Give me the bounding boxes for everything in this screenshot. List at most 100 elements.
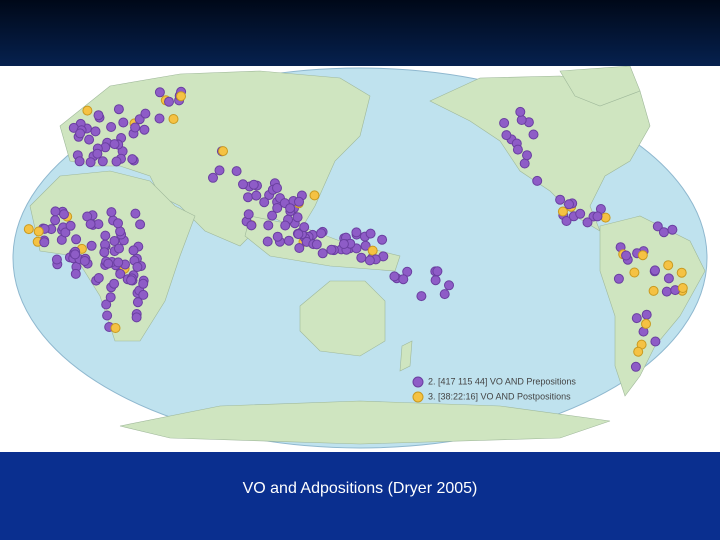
language-point — [93, 110, 104, 121]
language-point — [259, 197, 270, 208]
language-point — [103, 258, 114, 269]
language-point — [140, 108, 151, 119]
language-point — [71, 234, 82, 245]
language-point — [243, 192, 253, 203]
language-point — [33, 226, 44, 237]
language-point — [60, 227, 71, 238]
language-point — [176, 91, 186, 102]
language-point — [398, 274, 409, 285]
world-map: 2. [417 115 44] VO AND Prepositions 3. [… — [12, 66, 708, 449]
antarctica — [119, 400, 611, 445]
language-point — [326, 244, 337, 255]
language-point — [377, 234, 388, 245]
language-point — [130, 122, 141, 133]
language-point — [677, 283, 688, 293]
caption: VO and Adpositions (Dryer 2005) — [242, 480, 478, 497]
language-point — [135, 219, 146, 230]
language-point — [294, 196, 304, 207]
language-point — [115, 268, 126, 279]
language-point — [110, 323, 121, 333]
language-point — [111, 156, 122, 167]
language-point — [292, 212, 303, 223]
language-point — [555, 194, 566, 205]
language-point — [658, 227, 669, 238]
language-point — [251, 190, 262, 201]
language-point — [75, 128, 86, 139]
language-point — [519, 158, 530, 169]
language-point — [316, 228, 327, 239]
language-point — [118, 117, 129, 128]
language-point — [238, 179, 248, 190]
language-point — [317, 248, 328, 259]
language-point — [100, 230, 111, 241]
language-point — [127, 154, 138, 165]
language-point — [650, 336, 661, 347]
language-point — [299, 222, 310, 233]
language-point — [557, 206, 568, 217]
language-point — [499, 118, 510, 128]
greenland — [559, 66, 641, 107]
language-point — [115, 226, 126, 237]
language-point — [106, 207, 117, 218]
language-point — [109, 236, 120, 246]
language-point — [97, 156, 108, 167]
language-point — [652, 221, 663, 232]
australia — [299, 280, 386, 357]
language-point — [621, 250, 632, 261]
language-point — [564, 199, 574, 210]
language-point — [154, 87, 165, 98]
legend-label: 2. [417 115 44] VO AND Prepositions — [428, 376, 576, 386]
language-point — [515, 106, 526, 117]
language-point — [272, 231, 283, 242]
language-point — [522, 150, 532, 161]
language-point — [138, 289, 149, 300]
language-point — [39, 237, 50, 248]
language-point — [131, 312, 142, 323]
language-point — [130, 208, 141, 219]
language-point — [231, 166, 242, 177]
language-point — [630, 361, 641, 372]
language-point — [356, 252, 367, 263]
language-point — [65, 220, 76, 231]
language-point — [128, 245, 139, 256]
language-point — [516, 115, 527, 125]
language-point — [444, 280, 454, 291]
language-point — [283, 235, 294, 246]
language-point — [85, 219, 96, 230]
language-point — [168, 114, 179, 124]
language-points — [23, 86, 688, 372]
language-point — [650, 265, 660, 276]
legend-marker — [412, 391, 424, 403]
language-point — [648, 285, 659, 296]
language-point — [85, 157, 96, 168]
language-point — [272, 183, 282, 193]
legend-label: 3. [38:22:16] VO AND Postpositions — [428, 391, 571, 401]
language-point — [667, 224, 678, 235]
language-point — [561, 216, 572, 226]
language-point — [661, 286, 672, 297]
language-point — [592, 211, 603, 222]
language-point — [600, 212, 611, 223]
language-point — [293, 229, 304, 240]
language-point — [430, 275, 441, 286]
language-point — [389, 271, 400, 282]
language-point — [109, 139, 120, 150]
language-point — [214, 165, 225, 176]
language-point — [99, 247, 110, 258]
language-point — [613, 273, 624, 284]
language-point — [676, 267, 687, 278]
language-point — [280, 220, 291, 231]
language-point — [50, 206, 61, 217]
language-point — [23, 224, 34, 235]
language-point — [338, 239, 349, 249]
language-point — [102, 310, 113, 321]
language-point — [105, 292, 116, 303]
language-point — [164, 96, 174, 107]
language-point — [93, 273, 104, 283]
language-point — [263, 220, 274, 231]
language-point — [629, 267, 640, 278]
language-point — [218, 146, 228, 157]
legend-marker — [412, 376, 424, 388]
language-point — [633, 346, 644, 357]
